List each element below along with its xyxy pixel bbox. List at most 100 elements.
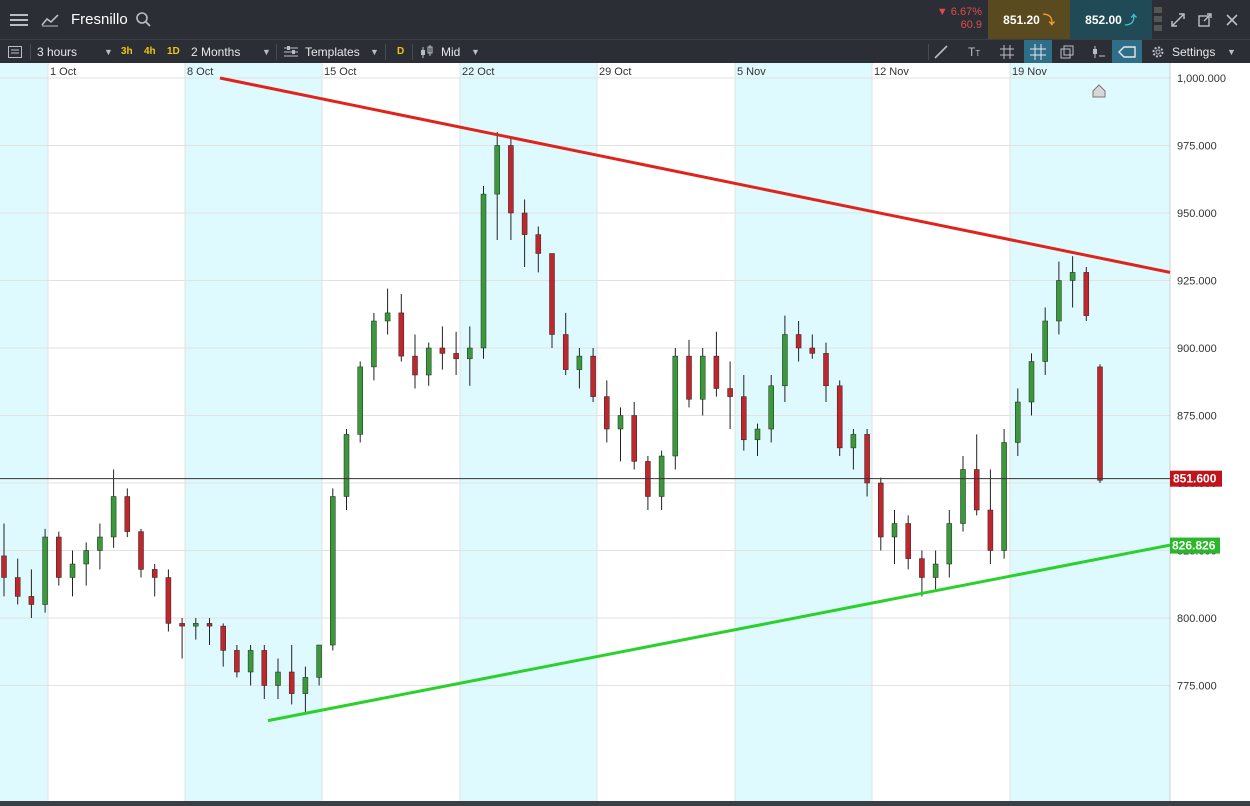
shaded-band bbox=[460, 63, 597, 801]
candle-icon[interactable] bbox=[420, 40, 434, 64]
candle-body bbox=[782, 334, 788, 387]
candle-body bbox=[795, 334, 802, 349]
candle-body bbox=[1015, 401, 1021, 443]
indicator-icon[interactable] bbox=[1090, 40, 1106, 64]
candle-body bbox=[316, 644, 322, 678]
search-icon[interactable] bbox=[133, 0, 153, 39]
change-percent: ▼ 6.67% bbox=[936, 6, 982, 18]
candle-body bbox=[699, 355, 706, 400]
crosshair-icon[interactable] bbox=[1024, 40, 1052, 64]
price-chart[interactable]: 1 Oct 8 Oct 15 Oct 22 Oct 29 Oct 5 Nov 12 Nov 1… bbox=[0, 63, 1250, 806]
candle-body bbox=[302, 677, 309, 694]
expand-icon[interactable] bbox=[1166, 0, 1190, 39]
candle-body bbox=[535, 234, 542, 254]
settings-button[interactable]: Settings bbox=[1172, 45, 1216, 59]
candle-body bbox=[823, 353, 829, 387]
chart-canvas[interactable]: 1 Oct 8 Oct 15 Oct 22 Oct 29 Oct 5 Nov 12 Nov 1… bbox=[0, 63, 1250, 801]
candle-body bbox=[343, 434, 350, 497]
candle-body bbox=[960, 469, 966, 524]
candle-body bbox=[727, 388, 733, 397]
candle-body bbox=[1001, 442, 1007, 551]
range-select[interactable]: 2 Months bbox=[191, 45, 241, 59]
close-icon[interactable] bbox=[1220, 0, 1244, 39]
candle-body bbox=[919, 558, 925, 578]
templates-button[interactable]: Templates bbox=[305, 45, 360, 59]
quick-interval-3h[interactable]: 3h bbox=[121, 46, 133, 57]
templates-icon[interactable] bbox=[284, 40, 298, 64]
quick-interval-1d[interactable]: 1D bbox=[167, 46, 180, 57]
candle-body bbox=[658, 455, 665, 497]
shaded-band bbox=[0, 63, 48, 801]
quick-interval-4h[interactable]: 4h bbox=[144, 46, 156, 57]
candle-body bbox=[754, 428, 761, 441]
candle-body bbox=[1083, 272, 1090, 316]
candle-body bbox=[1028, 361, 1035, 403]
candle-body bbox=[124, 496, 131, 532]
candle-body bbox=[206, 623, 213, 627]
dropdown-icon[interactable]: ▼ bbox=[104, 47, 113, 57]
menu-icon[interactable] bbox=[0, 0, 37, 39]
candle-body bbox=[261, 650, 268, 686]
draw-icon[interactable] bbox=[934, 40, 956, 64]
support-label: 826.826 bbox=[1172, 539, 1216, 553]
popout-icon[interactable] bbox=[1193, 0, 1217, 39]
bottom-bar bbox=[0, 801, 1250, 806]
x-tick-label: 15 Oct bbox=[324, 66, 356, 78]
x-tick-label: 1 Oct bbox=[50, 66, 76, 78]
candle-body bbox=[42, 536, 48, 605]
gear-icon[interactable] bbox=[1151, 40, 1165, 64]
candle-body bbox=[590, 355, 596, 397]
candle-body bbox=[151, 569, 158, 578]
candle-body bbox=[453, 353, 459, 360]
candle-body bbox=[138, 531, 144, 570]
templates-dropdown-icon[interactable]: ▼ bbox=[370, 47, 379, 57]
candle-body bbox=[549, 253, 555, 335]
candle-body bbox=[234, 650, 240, 673]
candle-body bbox=[83, 550, 89, 565]
settings-dropdown-icon[interactable]: ▼ bbox=[1227, 47, 1236, 57]
candle-body bbox=[398, 312, 405, 357]
text-icon[interactable]: TT bbox=[968, 45, 981, 59]
instrument-title[interactable]: Fresnillo bbox=[71, 11, 128, 28]
candle-body bbox=[371, 320, 377, 368]
support-label-bg bbox=[1170, 537, 1220, 554]
d-badge[interactable]: D bbox=[397, 46, 405, 57]
range-dropdown-icon[interactable]: ▼ bbox=[262, 47, 271, 57]
price-type-select[interactable]: Mid bbox=[441, 45, 461, 59]
buy-button[interactable]: 852.00 ⤴ bbox=[1070, 0, 1152, 39]
candle-body bbox=[508, 145, 514, 214]
candle-body bbox=[165, 577, 172, 624]
candle-body bbox=[179, 623, 185, 627]
candle-body bbox=[631, 415, 637, 462]
candle-body bbox=[864, 434, 870, 484]
layers-icon[interactable] bbox=[1060, 40, 1074, 64]
candle-body bbox=[987, 509, 994, 551]
interval-select[interactable]: 3 hours bbox=[37, 45, 78, 59]
support-trendline[interactable] bbox=[267, 543, 1171, 723]
x-tick-label: 29 Oct bbox=[599, 66, 631, 78]
price-change: ▼ 6.67% 60.9 bbox=[924, 0, 987, 39]
x-tick-label: 12 Nov bbox=[874, 66, 909, 78]
scroll-handle[interactable] bbox=[1152, 0, 1164, 39]
tag-icon[interactable] bbox=[1112, 40, 1142, 64]
candle-body bbox=[768, 385, 774, 430]
y-tick-label: 950.000 bbox=[1177, 208, 1217, 220]
candle-body bbox=[576, 355, 583, 370]
buy-arrow-icon: ⤴ bbox=[1124, 13, 1137, 27]
candle-body bbox=[480, 193, 487, 349]
candle-body bbox=[14, 577, 21, 597]
list-icon[interactable] bbox=[8, 40, 26, 64]
candle-body bbox=[1, 555, 7, 578]
home-marker-icon[interactable] bbox=[1092, 84, 1106, 98]
candle-body bbox=[604, 396, 610, 430]
sell-button[interactable]: 851.20 ⤵ bbox=[988, 0, 1070, 39]
candle-body bbox=[850, 434, 857, 449]
price-type-dropdown-icon[interactable]: ▼ bbox=[471, 47, 480, 57]
candle-body bbox=[357, 366, 363, 435]
x-tick-label: 19 Nov bbox=[1012, 66, 1047, 78]
candle-body bbox=[562, 334, 569, 370]
grid-icon[interactable] bbox=[1000, 40, 1014, 64]
chart-line-icon[interactable] bbox=[37, 0, 63, 39]
candle-body bbox=[905, 523, 911, 559]
resistance-trendline[interactable] bbox=[219, 76, 1171, 274]
